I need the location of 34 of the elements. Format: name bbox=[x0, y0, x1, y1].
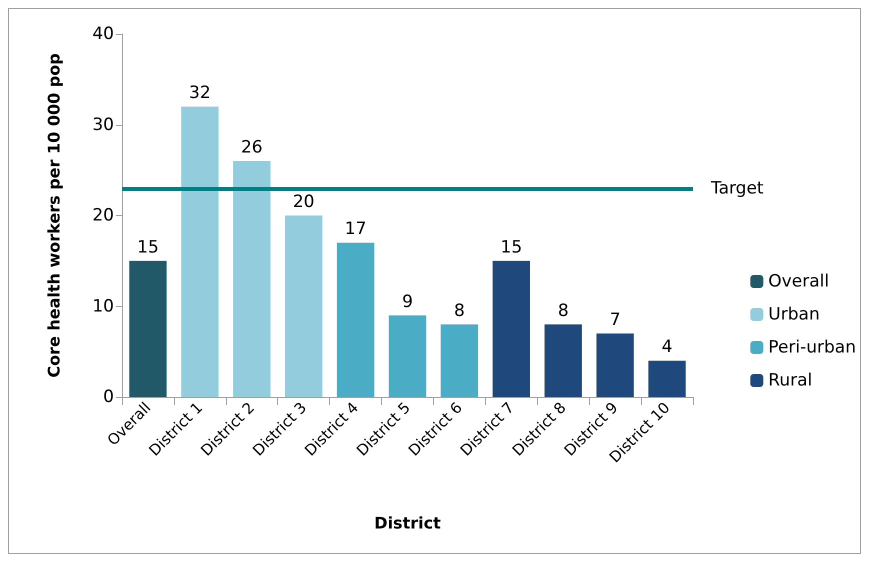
bar bbox=[388, 315, 426, 397]
data-label: 8 bbox=[558, 300, 569, 321]
data-label: 8 bbox=[454, 300, 465, 321]
data-label: 4 bbox=[662, 337, 672, 358]
bar bbox=[181, 106, 219, 397]
y-tick-label: 0 bbox=[103, 387, 114, 407]
y-tick-label: 40 bbox=[92, 24, 114, 44]
x-axis-title: District bbox=[374, 514, 442, 532]
y-tick-label: 10 bbox=[92, 296, 114, 316]
data-label: 20 bbox=[292, 192, 314, 212]
data-label: 15 bbox=[137, 237, 159, 258]
y-axis-title: Core health workers per 10 000 pop bbox=[44, 53, 64, 378]
y-tick-label: 20 bbox=[92, 206, 114, 226]
ref-line-label: Target bbox=[710, 178, 764, 198]
bar bbox=[284, 216, 322, 397]
bar bbox=[544, 324, 582, 397]
bar bbox=[596, 333, 634, 397]
legend-label: Peri-urban bbox=[768, 338, 856, 358]
bar bbox=[336, 242, 374, 397]
data-label: 7 bbox=[610, 310, 621, 330]
y-tick-label: 30 bbox=[92, 114, 114, 135]
bar bbox=[233, 161, 270, 397]
legend-label: Urban bbox=[768, 304, 820, 324]
data-label: 17 bbox=[344, 219, 366, 240]
bar bbox=[492, 260, 530, 397]
bar bbox=[440, 324, 478, 397]
legend-label: Overall bbox=[768, 272, 830, 292]
data-label: 15 bbox=[500, 237, 522, 258]
data-label: 9 bbox=[402, 292, 413, 312]
legend-label: Rural bbox=[768, 370, 812, 390]
bar bbox=[129, 260, 167, 397]
data-label: 32 bbox=[189, 83, 211, 104]
data-label: 26 bbox=[240, 138, 263, 158]
bar bbox=[648, 360, 686, 397]
